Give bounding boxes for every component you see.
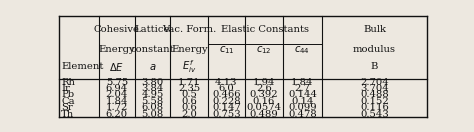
Text: Ca: Ca [61, 97, 75, 106]
Text: 2.04: 2.04 [106, 90, 128, 99]
Text: 3.80: 3.80 [141, 78, 164, 87]
Text: $c_{12}$: $c_{12}$ [256, 44, 272, 56]
Text: $E^{f}_{iv}$: $E^{f}_{iv}$ [182, 58, 197, 75]
Text: 2.35: 2.35 [178, 84, 201, 93]
Text: Elastic Constants: Elastic Constants [221, 25, 309, 34]
Text: constant: constant [131, 45, 174, 54]
Text: 1.84: 1.84 [291, 78, 314, 87]
Text: 0.144: 0.144 [288, 90, 317, 99]
Text: Element: Element [61, 62, 103, 71]
Text: 0.488: 0.488 [360, 90, 389, 99]
Text: 1.94: 1.94 [253, 78, 275, 87]
Text: 2.0: 2.0 [182, 110, 197, 119]
Text: Rh: Rh [61, 78, 75, 87]
Text: 2.7: 2.7 [294, 84, 310, 93]
Text: 6.0: 6.0 [219, 84, 234, 93]
Text: 0.478: 0.478 [288, 110, 317, 119]
Text: 3.704: 3.704 [360, 84, 389, 93]
Text: 0.6: 0.6 [182, 97, 197, 106]
Text: 0.392: 0.392 [249, 90, 278, 99]
Text: 0.16: 0.16 [253, 97, 275, 106]
Text: 0.147: 0.147 [212, 103, 241, 112]
Text: 2.6: 2.6 [256, 84, 272, 93]
Text: 0.543: 0.543 [360, 110, 389, 119]
Text: 0.466: 0.466 [212, 90, 241, 99]
Text: 0.5: 0.5 [182, 90, 197, 99]
Text: $\Delta E$: $\Delta E$ [109, 61, 125, 73]
Text: Energy: Energy [171, 45, 208, 54]
Text: 1.71: 1.71 [178, 78, 201, 87]
Text: B: B [371, 62, 378, 71]
Text: Ir: Ir [61, 84, 70, 93]
Text: Energy: Energy [99, 45, 135, 54]
Text: 4.95: 4.95 [141, 90, 164, 99]
Text: $a$: $a$ [149, 62, 156, 72]
Text: 5.75: 5.75 [106, 78, 128, 87]
Text: 5.58: 5.58 [141, 97, 164, 106]
Text: 0.6: 0.6 [182, 103, 197, 112]
Text: 5.08: 5.08 [141, 110, 164, 119]
Text: 0.152: 0.152 [360, 97, 389, 106]
Text: 0.099: 0.099 [288, 103, 317, 112]
Text: 0.228: 0.228 [212, 97, 241, 106]
Text: 0.116: 0.116 [360, 103, 389, 112]
Text: Lattice: Lattice [135, 25, 170, 34]
Text: $c_{44}$: $c_{44}$ [294, 44, 310, 56]
Text: modulus: modulus [353, 45, 396, 54]
Text: Pb: Pb [61, 90, 74, 99]
Text: Sr: Sr [61, 103, 73, 112]
Text: 0.753: 0.753 [212, 110, 241, 119]
Text: 1.72: 1.72 [106, 103, 128, 112]
Text: 6.08: 6.08 [142, 103, 164, 112]
Text: 2.704: 2.704 [360, 78, 389, 87]
Text: Th: Th [61, 110, 74, 119]
Text: 0.0574: 0.0574 [246, 103, 282, 112]
Text: Cohesive: Cohesive [94, 25, 140, 34]
Text: 4.13: 4.13 [215, 78, 237, 87]
Text: 3.84: 3.84 [141, 84, 164, 93]
Text: 1.84: 1.84 [106, 97, 128, 106]
Text: $c_{11}$: $c_{11}$ [219, 44, 234, 56]
Text: 6.20: 6.20 [106, 110, 128, 119]
Text: Vac. Form.: Vac. Form. [162, 25, 217, 34]
Text: 6.94: 6.94 [106, 84, 128, 93]
Text: 0.489: 0.489 [249, 110, 278, 119]
Text: Bulk: Bulk [363, 25, 386, 34]
Text: 0.14: 0.14 [291, 97, 314, 106]
